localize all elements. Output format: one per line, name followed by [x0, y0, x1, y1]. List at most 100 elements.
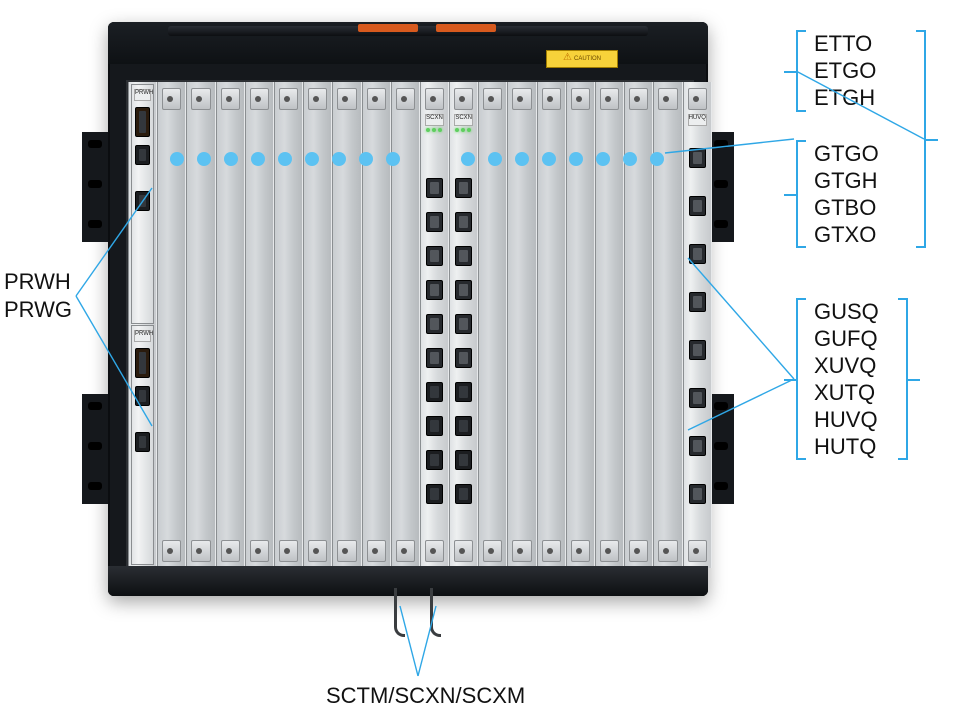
label-switch-cards: SCTM/SCXN/SCXM — [326, 682, 525, 710]
sfp-port — [455, 280, 472, 300]
label-huvq: HUVQ — [814, 406, 878, 434]
power-port — [135, 145, 150, 165]
service-slot-dot — [224, 152, 238, 166]
service-slot-dot — [359, 152, 373, 166]
service-slot-dot — [251, 152, 265, 166]
uplink-sfp-port — [689, 436, 706, 456]
service-slot-dot — [596, 152, 610, 166]
cable-2 — [430, 588, 441, 637]
sfp-port — [455, 314, 472, 334]
status-led — [432, 128, 436, 132]
rj45-port — [426, 382, 443, 402]
chassis-top-cover: CAUTION — [108, 22, 708, 64]
sfp-port — [426, 314, 443, 334]
service-slot-dot — [305, 152, 319, 166]
status-led — [426, 128, 430, 132]
service-slot-dot — [170, 152, 184, 166]
brace-right-low — [796, 298, 798, 460]
rack-ear-right-lower — [708, 394, 734, 504]
sfp-port — [455, 178, 472, 198]
card-bay: PRWHPRWH SCXNSCXNHUVQ — [126, 80, 694, 570]
label-gtxo: GTXO — [814, 221, 876, 249]
sfp-port — [426, 212, 443, 232]
power-connector — [135, 107, 150, 137]
uplink-sfp-port — [689, 484, 706, 504]
sfp-port — [455, 348, 472, 368]
power-module-1: PRWH — [131, 84, 154, 324]
service-slot-dot — [332, 152, 346, 166]
label-xutq: XUTQ — [814, 379, 875, 407]
sfp-port — [455, 212, 472, 232]
uplink-sfp-port — [689, 340, 706, 360]
brace-right-mid-nub — [784, 194, 796, 196]
rack-ear-left-upper — [82, 132, 108, 242]
label-prwh: PRWH — [4, 268, 71, 296]
service-slot-dot — [197, 152, 211, 166]
label-etgh: ETGH — [814, 84, 875, 112]
brace-right-merge-nub — [926, 139, 938, 141]
service-slot-dot — [386, 152, 400, 166]
slot-right-9: HUVQ — [683, 82, 712, 568]
label-etto: ETTO — [814, 30, 872, 58]
switch-card-tag: SCXN — [425, 114, 444, 126]
uplink-sfp-port — [689, 244, 706, 264]
service-slot-dot — [515, 152, 529, 166]
cable-1 — [394, 588, 405, 637]
rj45-port — [455, 416, 472, 436]
service-slot-dot — [278, 152, 292, 166]
slot-left-0: PRWH PRWH — [128, 82, 157, 568]
rj45-port — [426, 416, 443, 436]
sfp-port — [455, 246, 472, 266]
service-slot-dot — [650, 152, 664, 166]
rack-ear-left-lower — [82, 394, 108, 504]
label-etgo: ETGO — [814, 57, 876, 85]
label-hutq: HUTQ — [814, 433, 876, 461]
rack-ear-right-upper — [708, 132, 734, 242]
power-port — [135, 432, 150, 452]
uplink-sfp-port — [689, 148, 706, 168]
label-prwg: PRWG — [4, 296, 72, 324]
chassis: CAUTION PRWH PRWH SCXN SCXN HUVQ — [108, 22, 708, 596]
power-module-tag: PRWH — [134, 89, 151, 101]
brace-right-low-outer-nub — [908, 379, 920, 381]
power-connector — [135, 348, 150, 378]
service-slot-dot — [488, 152, 502, 166]
switch-card-tag: SCXN — [454, 114, 473, 126]
label-gusq: GUSQ — [814, 298, 879, 326]
label-gtbo: GTBO — [814, 194, 876, 222]
chassis-bottom-strip — [108, 566, 708, 596]
power-module-tag: PRWH — [134, 330, 151, 342]
uplink-sfp-port — [689, 196, 706, 216]
brace-right-low-nub — [784, 379, 796, 381]
brace-right-top-nub — [784, 71, 796, 73]
sfp-port — [426, 348, 443, 368]
rj45-port — [455, 382, 472, 402]
chassis-accent-2 — [436, 24, 496, 32]
status-led — [455, 128, 459, 132]
power-port — [135, 191, 150, 211]
diagram-stage: CAUTION PRWHPRWH SCXNSCXNHUVQ PRWH PRWG … — [0, 0, 960, 720]
sfp-port — [426, 178, 443, 198]
rj45-port — [426, 484, 443, 504]
uplink-sfp-port — [689, 388, 706, 408]
sfp-port — [426, 246, 443, 266]
uplink-sfp-port — [689, 292, 706, 312]
service-slot-dot — [569, 152, 583, 166]
status-led — [467, 128, 471, 132]
power-port — [135, 386, 150, 406]
label-gufq: GUFQ — [814, 325, 878, 353]
sfp-port — [426, 280, 443, 300]
status-led — [461, 128, 465, 132]
service-slot-dot — [461, 152, 475, 166]
label-gtgh: GTGH — [814, 167, 878, 195]
slot-right-0: SCXN — [420, 82, 449, 568]
warning-sticker: CAUTION — [546, 50, 618, 68]
label-gtgo: GTGO — [814, 140, 879, 168]
uplink-card-tag: HUVQ — [688, 114, 707, 126]
status-led — [438, 128, 442, 132]
brace-right-top — [796, 30, 798, 112]
service-slot-dot — [623, 152, 637, 166]
brace-right-mid — [796, 140, 798, 248]
rj45-port — [455, 484, 472, 504]
rj45-port — [426, 450, 443, 470]
